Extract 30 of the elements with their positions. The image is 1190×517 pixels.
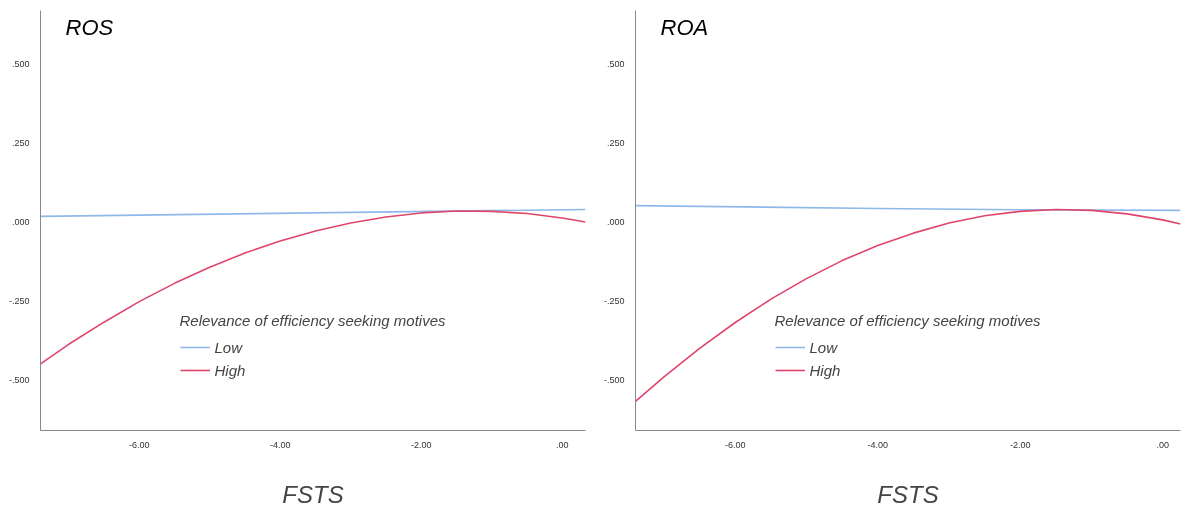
x-axis-title: FSTS (282, 480, 344, 508)
legend-label: Low (214, 338, 243, 356)
y-tick-label: -.500 (603, 374, 625, 385)
legend-title: Relevance of efficiency seeking motives (774, 312, 1041, 329)
x-tick-label: .00 (555, 439, 569, 450)
x-tick-label: -6.00 (128, 439, 150, 450)
legend-label: High (214, 361, 246, 379)
chart-title: ROA (660, 14, 709, 40)
y-tick-label: .500 (11, 59, 30, 70)
x-tick-label: -4.00 (867, 439, 888, 450)
y-tick-label: .000 (606, 217, 625, 228)
x-tick-label: -2.00 (1009, 439, 1031, 450)
x-axis-title: FSTS (877, 480, 939, 508)
legend-label: High (809, 361, 841, 379)
y-tick-label: -.250 (603, 296, 625, 307)
line-series (40, 210, 586, 365)
x-tick-label: -4.00 (269, 439, 291, 450)
legend-label: Low (809, 338, 838, 356)
legend-title: Relevance of efficiency seeking motives (179, 312, 446, 329)
y-tick-label: .250 (606, 138, 625, 149)
y-tick-label: -.250 (8, 296, 30, 307)
x-tick-label: -6.00 (724, 439, 746, 450)
x-tick-label: -2.00 (410, 439, 432, 450)
x-tick-label: .00 (1156, 439, 1169, 450)
y-tick-label: .000 (11, 217, 30, 228)
y-tick-label: .250 (11, 138, 30, 149)
line-series (635, 208, 1181, 403)
chart-title: ROS (65, 14, 114, 40)
y-tick-label: -.500 (8, 374, 30, 385)
y-tick-label: .500 (606, 59, 625, 70)
